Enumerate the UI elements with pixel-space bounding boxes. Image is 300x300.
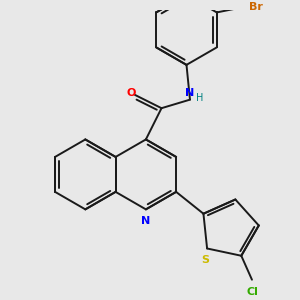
Text: H: H — [196, 93, 203, 103]
Text: Cl: Cl — [246, 287, 258, 297]
Text: S: S — [201, 256, 209, 266]
Text: O: O — [126, 88, 135, 98]
Text: Br: Br — [250, 2, 263, 12]
Text: N: N — [141, 216, 151, 226]
Text: N: N — [185, 88, 195, 98]
